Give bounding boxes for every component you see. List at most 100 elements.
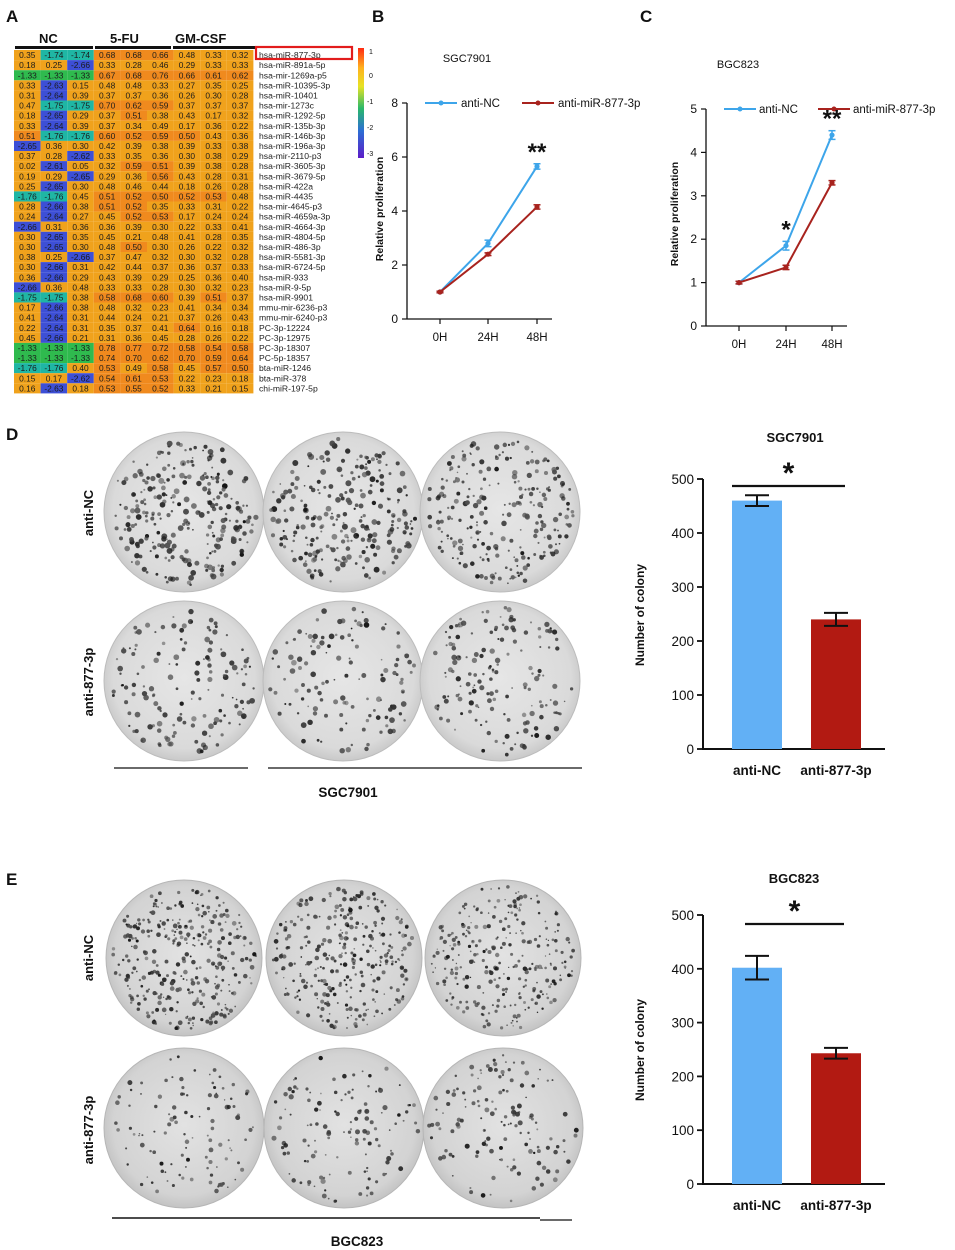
- heatmap-cell-value: 0.38: [72, 293, 89, 303]
- colony: [186, 942, 188, 944]
- colony: [291, 659, 297, 666]
- colony: [494, 739, 498, 744]
- colony: [282, 1151, 287, 1156]
- colony: [164, 576, 167, 579]
- heatmap-cell: [93, 50, 121, 61]
- colony: [184, 549, 189, 554]
- colony: [473, 673, 478, 677]
- heatmap-cell: [120, 191, 147, 202]
- heatmap-row-label: bta-miR-1246: [259, 363, 311, 373]
- colony: [491, 668, 495, 672]
- colony: [208, 1021, 213, 1026]
- heatmap-cell-value: 0.45: [152, 333, 169, 343]
- heatmap-cell: [173, 120, 201, 131]
- colony: [503, 1137, 508, 1141]
- colony: [466, 472, 468, 475]
- colony: [321, 681, 325, 686]
- colony: [306, 925, 311, 930]
- heatmap-cell-value: 0.54: [205, 343, 222, 353]
- heatmap-cell: [200, 292, 227, 303]
- heatmap-cell: [14, 272, 41, 283]
- colony: [285, 921, 287, 923]
- heatmap-cell: [120, 100, 147, 111]
- colony: [211, 466, 214, 469]
- colony: [181, 1086, 185, 1090]
- colony: [191, 457, 194, 459]
- colony: [156, 494, 162, 500]
- colony: [121, 958, 125, 962]
- heatmap-row-label: hsa-mir-1269a-p5: [259, 70, 327, 80]
- colony: [345, 448, 351, 454]
- colony: [506, 607, 512, 613]
- colony: [456, 982, 459, 986]
- colony: [544, 621, 550, 628]
- heatmap-cell: [93, 342, 121, 353]
- colony: [181, 647, 186, 652]
- colony: [561, 496, 566, 501]
- heatmap-cell-value: 0.51: [99, 192, 116, 202]
- colony: [228, 941, 232, 945]
- colony: [310, 487, 316, 493]
- colony: [222, 913, 226, 916]
- colony: [167, 559, 171, 562]
- heatmap-cell-value: 0.54: [99, 373, 116, 383]
- y-tick-label: 300: [671, 1016, 694, 1031]
- colony: [400, 996, 405, 1001]
- colony: [233, 973, 238, 977]
- heatmap-cell-value: 0.33: [19, 121, 36, 131]
- colony: [528, 967, 532, 971]
- colony: [220, 693, 225, 697]
- colony: [376, 898, 379, 901]
- colony: [514, 743, 517, 746]
- colony: [194, 670, 200, 676]
- colony: [175, 962, 181, 967]
- colony: [563, 960, 567, 964]
- colony: [340, 458, 346, 463]
- significance-marker: *: [789, 895, 801, 928]
- colony: [373, 897, 377, 901]
- colony: [514, 576, 517, 579]
- row-label-anti-nc: anti-NC: [81, 934, 96, 981]
- colony: [313, 1185, 316, 1188]
- colony: [379, 488, 384, 493]
- colony: [549, 963, 553, 967]
- colony: [137, 1002, 141, 1006]
- colony: [541, 993, 544, 996]
- colony: [487, 949, 492, 955]
- colony: [229, 1147, 231, 1149]
- x-tick-label: anti-877-3p: [800, 1198, 871, 1213]
- colony: [296, 995, 299, 998]
- colony: [380, 673, 384, 677]
- heatmap-cell-value: -2.65: [44, 181, 63, 191]
- colony: [374, 905, 379, 910]
- colony: [451, 646, 457, 651]
- colony: [393, 1004, 396, 1006]
- colony: [375, 479, 379, 483]
- heatmap-cell-value: 0.47: [19, 101, 36, 111]
- colony: [157, 1094, 163, 1099]
- colony: [317, 488, 320, 492]
- colony: [491, 1004, 494, 1007]
- colony: [506, 512, 512, 518]
- heatmap-cell-value: 0.24: [19, 212, 36, 222]
- colony: [181, 956, 186, 961]
- colony: [203, 472, 207, 476]
- heatmap-cell-value: 0.22: [179, 373, 196, 383]
- colony: [359, 957, 363, 961]
- heatmap-cell: [200, 70, 227, 81]
- colony: [178, 918, 181, 921]
- colony: [516, 1020, 518, 1023]
- colony: [144, 536, 149, 541]
- colony: [519, 1083, 525, 1088]
- heatmap-cell: [120, 110, 147, 121]
- heatmap-cell: [226, 70, 254, 81]
- colony: [397, 1113, 401, 1117]
- colony: [360, 982, 366, 988]
- colony: [224, 921, 227, 924]
- colony: [442, 939, 447, 945]
- colony: [184, 1110, 188, 1115]
- colony: [499, 1026, 504, 1030]
- heatmap-cell: [147, 201, 174, 212]
- colony: [442, 494, 447, 499]
